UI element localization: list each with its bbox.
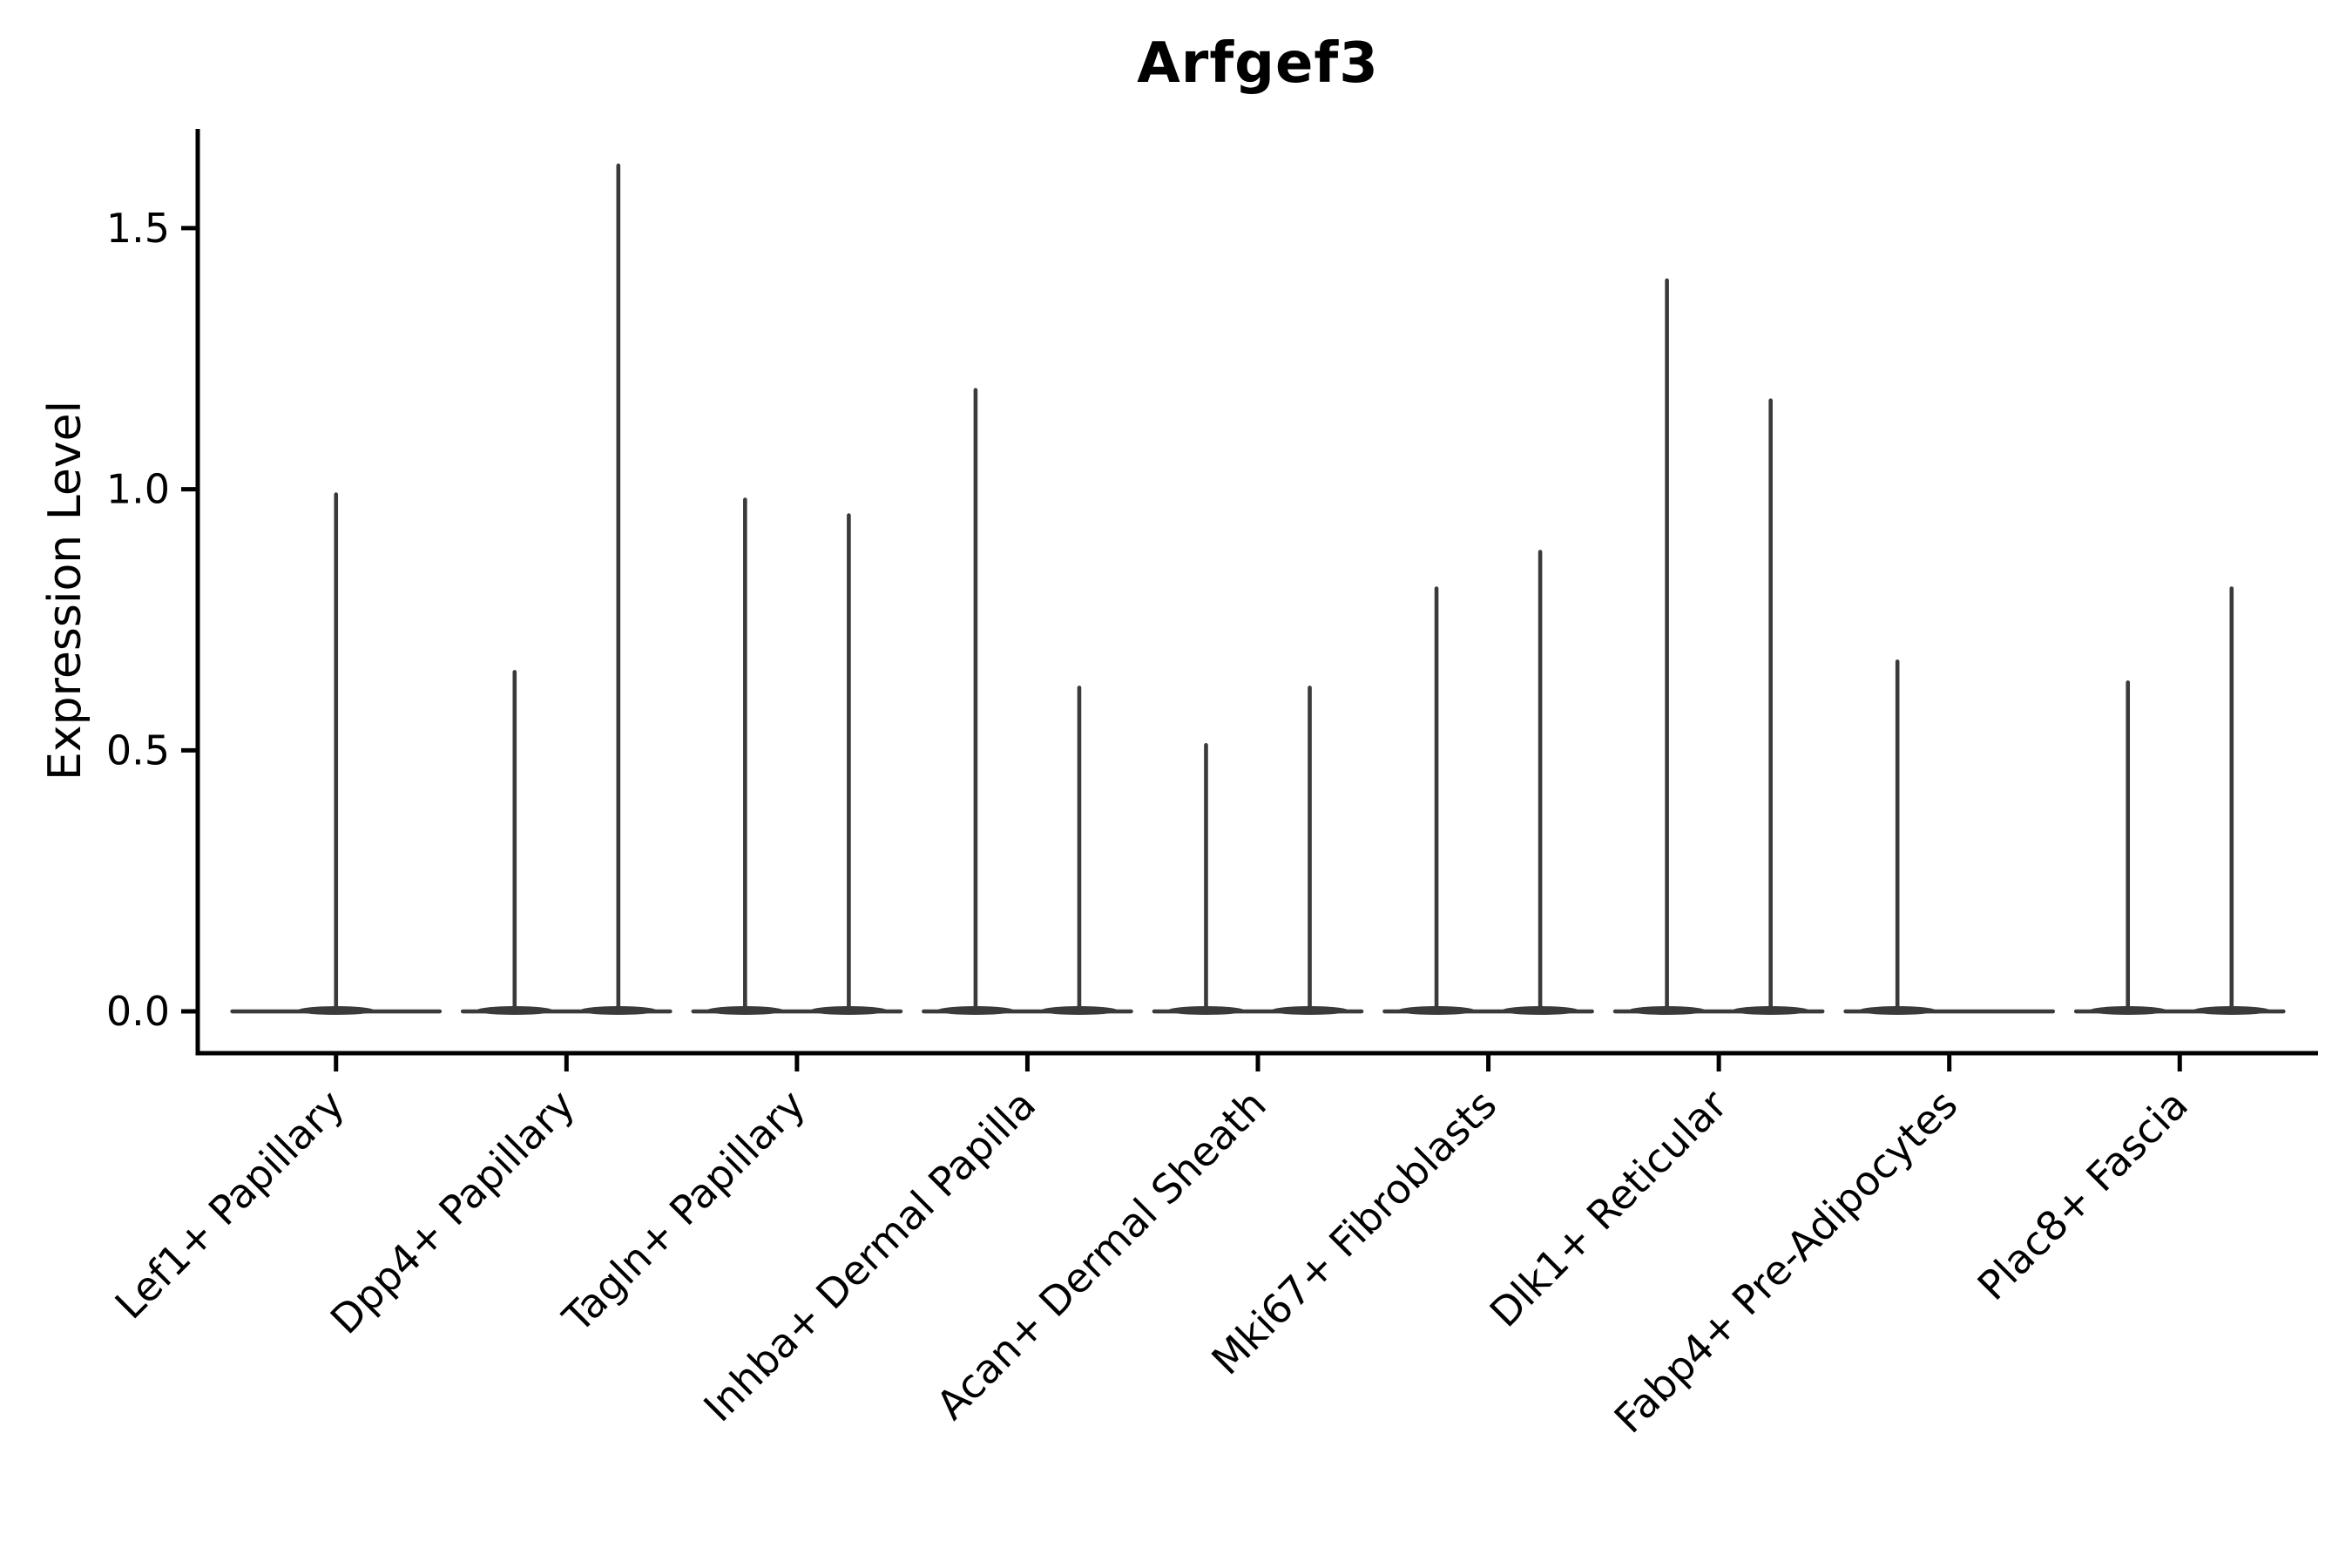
- y-tick-label: 1.5: [106, 205, 170, 252]
- y-tick-label: 0.5: [106, 727, 170, 774]
- y-tick-label: 1.0: [106, 466, 170, 513]
- y-tick-label: 0.0: [106, 988, 170, 1035]
- chart-title: Arfgef3: [1137, 31, 1379, 96]
- x-tick-label: Dlk1+ Reticular: [1481, 1081, 1736, 1336]
- x-tick-label: Plac8+ Fascia: [1969, 1081, 2197, 1309]
- x-tick-label: Lef1+ Papillary: [106, 1081, 354, 1328]
- x-tick-label: Tagln+ Papillary: [553, 1081, 814, 1342]
- x-tick-label: Dpp4+ Papillary: [321, 1081, 584, 1343]
